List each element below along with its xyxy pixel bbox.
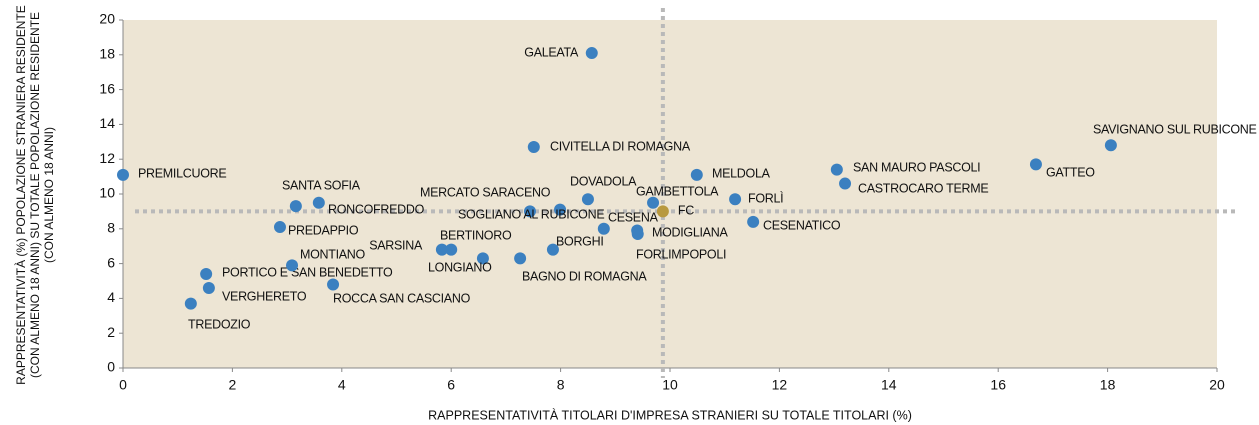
point (200, 268, 213, 281)
point-label: GATTEO (1046, 165, 1095, 179)
point-label: SOGLIANO AL RUBICONE (458, 207, 604, 221)
point-label: SAN MAURO PASCOLI (853, 160, 980, 174)
point (747, 215, 760, 228)
point (1029, 158, 1042, 171)
x-tick-label: 4 (338, 377, 346, 393)
point (546, 243, 559, 256)
point-label: VERGHERETO (222, 289, 307, 303)
point-label: PORTICO E SAN BENEDETTO (222, 265, 393, 279)
y-tick-label: 18 (99, 46, 115, 62)
point-label: GAMBETTOLA (636, 184, 719, 198)
point (289, 200, 302, 213)
point (514, 252, 527, 265)
point-label: MONTIANO (300, 247, 366, 261)
point-label: BORGHI (556, 234, 604, 248)
x-tick-label: 0 (119, 377, 127, 393)
x-tick-label: 2 (229, 377, 237, 393)
point (647, 196, 660, 209)
point-label: CASTROCARO TERME (858, 181, 988, 195)
point (435, 243, 448, 256)
point-label: PREDAPPIO (288, 223, 359, 237)
point-label: BAGNO DI ROMAGNA (522, 269, 647, 283)
y-tick-label: 8 (107, 220, 115, 236)
y-tick-label: 16 (99, 80, 115, 96)
point-label: CESENA (608, 210, 659, 224)
y-tick-label: 6 (107, 254, 115, 270)
plot-background (123, 20, 1217, 368)
point (581, 193, 594, 206)
point-label: CESENATICO (763, 218, 841, 232)
x-tick-label: 14 (881, 377, 897, 393)
x-tick-label: 18 (1100, 377, 1116, 393)
point-label: SARSINA (369, 238, 423, 252)
point-label: MELDOLA (712, 166, 771, 180)
y-tick-label: 20 (99, 11, 115, 27)
point-label: FORLIMPOPOLI (636, 247, 726, 261)
x-tick-label: 10 (662, 377, 678, 393)
x-tick-label: 6 (447, 377, 455, 393)
y-axis-title: RAPPRESENTATIVITÀ (%) POPOLAZIONE STRANI… (13, 5, 28, 385)
point-label: SAVIGNANO SUL RUBICONE (1093, 122, 1257, 136)
point (523, 205, 536, 218)
x-tick-label: 16 (990, 377, 1006, 393)
x-tick-label: 20 (1209, 377, 1225, 393)
y-tick-label: 14 (99, 115, 115, 131)
y-tick-label: 4 (107, 289, 115, 305)
point-label: DOVADOLA (570, 174, 637, 188)
point-label: PREMILCUORE (138, 166, 226, 180)
point-label: SANTA SOFIA (282, 178, 361, 192)
point (184, 297, 197, 310)
point-label: MERCATO SARACENO (420, 185, 551, 199)
point-label: RONCOFREDDO (328, 202, 425, 216)
y-axis-title: (CON ALMENO 18 ANNI) (42, 127, 56, 263)
reference-label: FC (678, 204, 694, 218)
point (117, 168, 129, 181)
point-label: BERTINORO (440, 228, 512, 242)
point (527, 141, 540, 154)
point (273, 221, 286, 234)
y-tick-label: 0 (107, 359, 115, 375)
point-label: GALEATA (524, 45, 579, 59)
point-label: CIVITELLA DI ROMAGNA (550, 139, 691, 153)
point (286, 259, 299, 272)
point-label: LONGIANO (428, 260, 492, 274)
y-tick-label: 10 (99, 185, 115, 201)
point (327, 278, 340, 291)
point-label: ROCCA SAN CASCIANO (333, 291, 471, 305)
y-axis-title: (CON ALMENO 18 ANNI) SU TOTALE POPOLAZIO… (28, 12, 42, 378)
point (690, 168, 703, 181)
point (554, 203, 567, 216)
point (476, 252, 489, 265)
y-tick-label: 12 (99, 150, 115, 166)
point (839, 177, 852, 190)
point (312, 196, 325, 209)
point-label: MODIGLIANA (652, 225, 728, 239)
point (830, 163, 843, 176)
point-label: TREDOZIO (188, 317, 251, 331)
point (597, 222, 610, 235)
point-label: FORLÌ (748, 190, 783, 205)
point (631, 228, 644, 241)
y-tick-label: 2 (107, 324, 115, 340)
x-axis-title: RAPPRESENTATIVITÀ TITOLARI D'IMPRESA STR… (428, 407, 912, 422)
point (202, 281, 215, 294)
x-tick-label: 12 (772, 377, 788, 393)
reference-point (656, 205, 669, 218)
point (1104, 139, 1117, 152)
point (585, 47, 598, 60)
point (729, 193, 742, 206)
point (445, 243, 458, 256)
x-tick-label: 8 (557, 377, 565, 393)
